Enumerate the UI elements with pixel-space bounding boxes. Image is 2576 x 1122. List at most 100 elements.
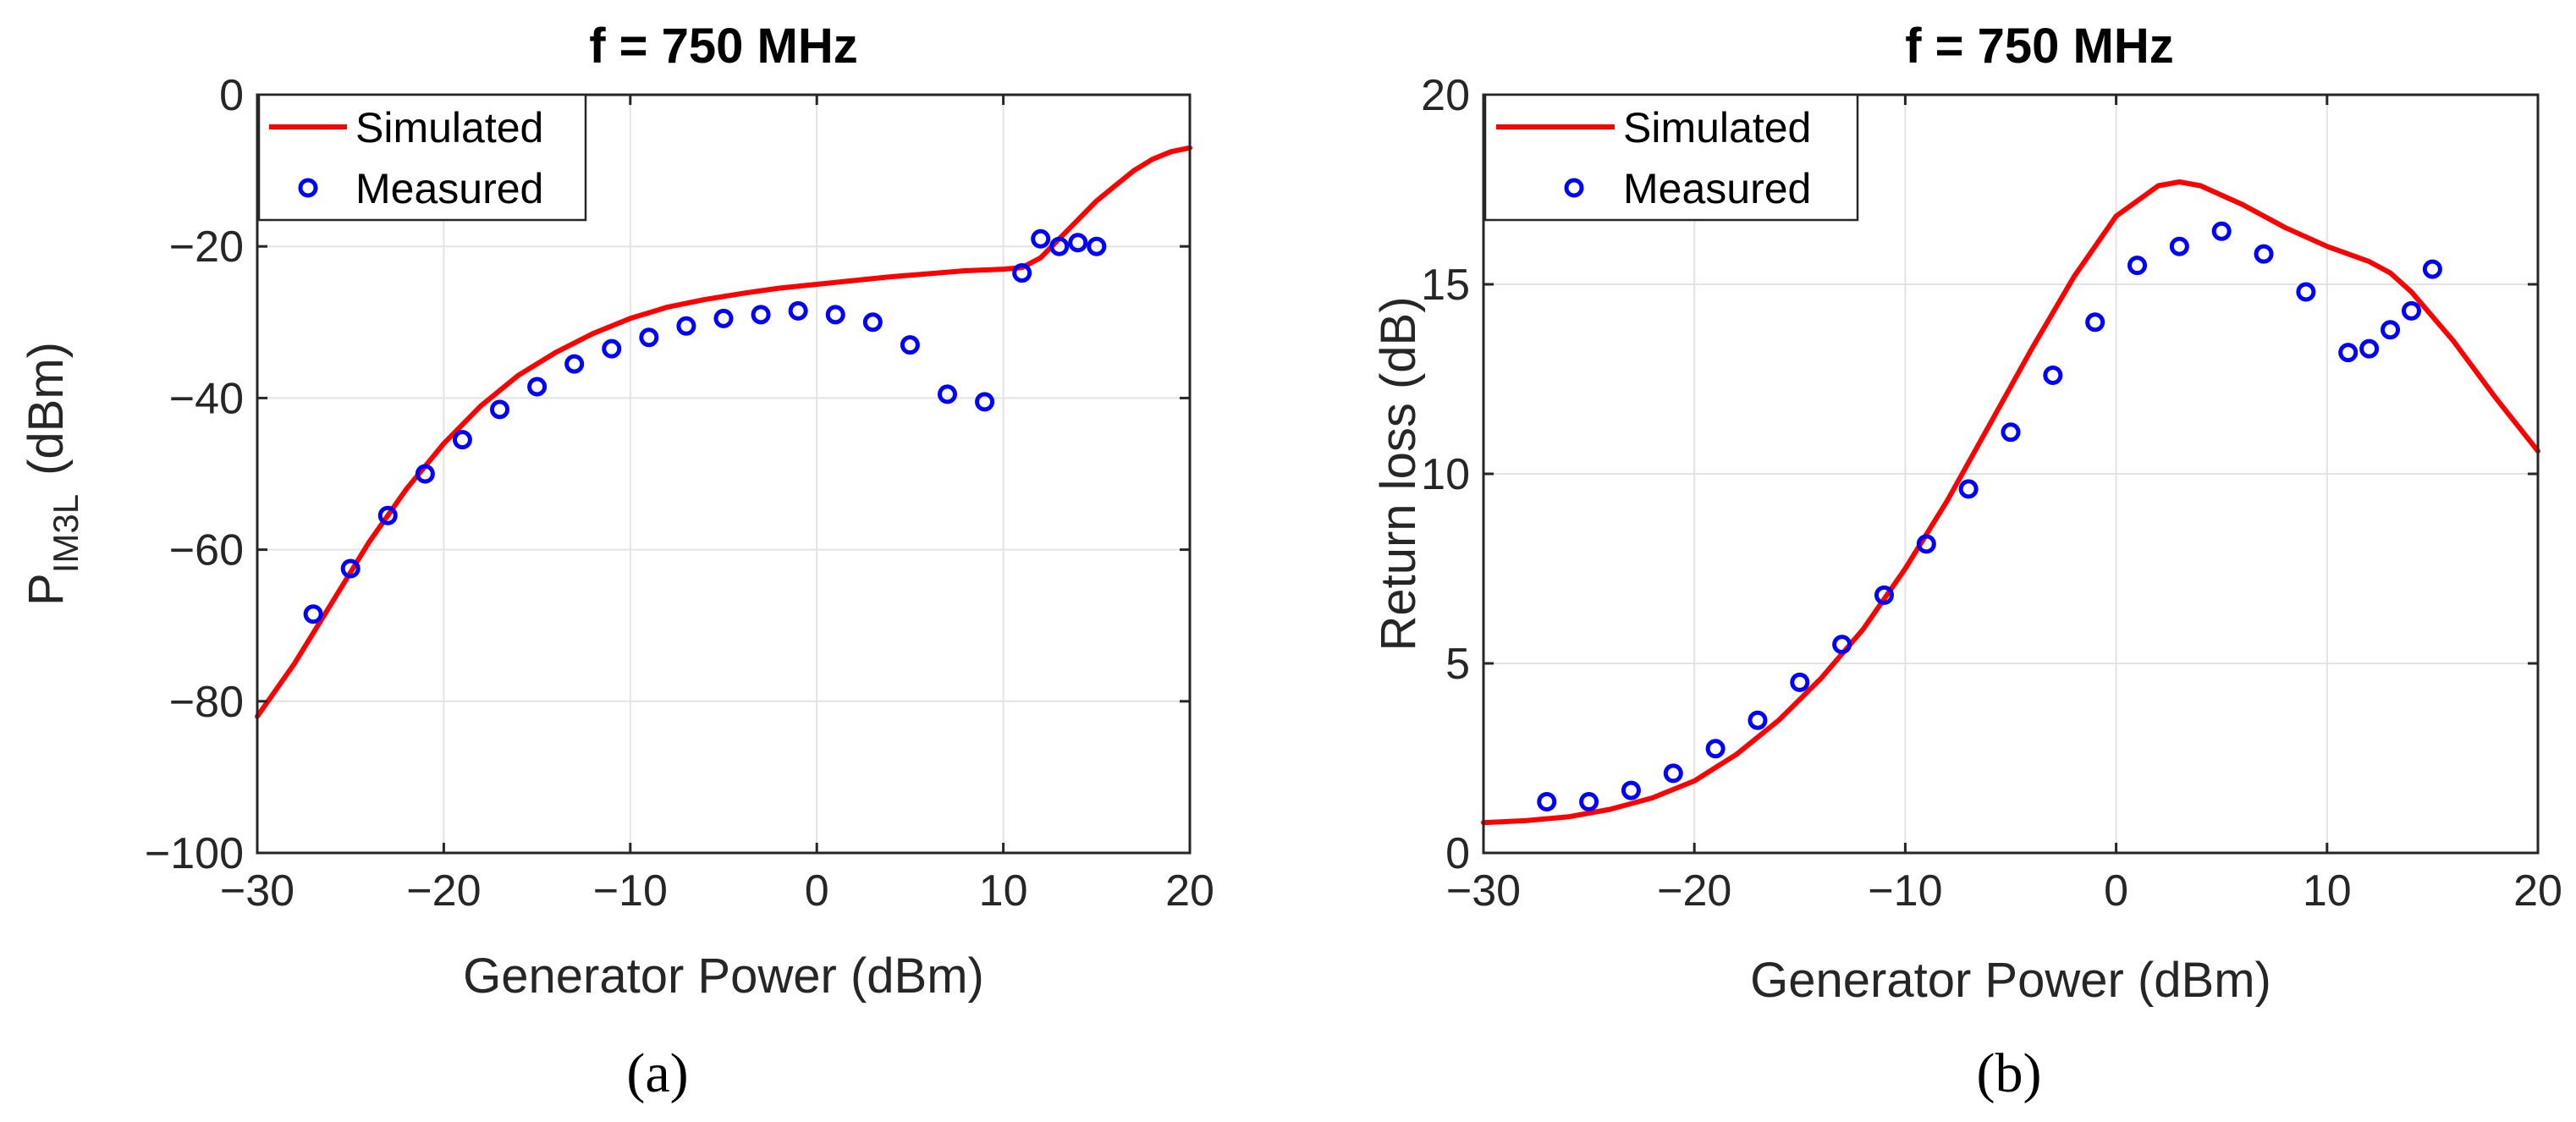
chart-b-measured-point-2 xyxy=(1621,780,1641,800)
chart-a-ylabel-main: P xyxy=(19,573,74,606)
chart-b-measured-point-16 xyxy=(2211,221,2232,241)
chart-a-yticks: −100 −80 −60 −40 −20 0 xyxy=(145,71,1190,878)
chart-b-series-measured xyxy=(1537,221,2442,812)
chart-b: f = 750 MHz −30 −20 −10 0 10 20 0 5 10 15 20 Simu… xyxy=(1371,19,2562,1104)
chart-a-ylabel-unit: (dBm) xyxy=(19,342,74,476)
chart-b-measured-point-13 xyxy=(2085,312,2105,333)
chart-b-measured-point-23 xyxy=(2422,259,2442,279)
chart-a-measured-point-4 xyxy=(452,430,472,450)
caption-b: (b) xyxy=(1977,1042,2042,1104)
chart-a-measured-point-16 xyxy=(900,335,920,355)
chart-a-measured-point-13 xyxy=(788,300,808,321)
chart-a-measured-point-15 xyxy=(862,312,883,333)
chart-a-ylabel-sub: IM3L xyxy=(46,494,85,573)
chart-b-xlabel: Generator Power (dBm) xyxy=(1750,953,2271,1008)
caption-a: (a) xyxy=(626,1042,688,1104)
chart-b-title: f = 750 MHz xyxy=(1905,19,2174,74)
chart-b-measured-point-8 xyxy=(1874,585,1894,605)
chart-a-xticks: −30 −20 −10 0 10 20 xyxy=(220,95,1214,916)
chart-a-grid xyxy=(256,94,1191,854)
chart-a-measured-point-19 xyxy=(1012,263,1032,283)
chart-a-simulated-line xyxy=(255,145,1192,719)
chart-b-xtick-label-4: 10 xyxy=(2303,866,2352,916)
chart-a-plot-area xyxy=(257,95,1190,853)
chart-b-ytick-label-1: 5 xyxy=(1445,640,1470,689)
chart-a-measured-point-23 xyxy=(1087,236,1107,256)
chart-b-ytick-label-4: 20 xyxy=(1421,71,1470,120)
chart-b-measured-point-9 xyxy=(1916,534,1936,554)
chart-b-ylabel: Return loss (dB) xyxy=(1371,296,1426,651)
chart-b-legend-measured: Measured xyxy=(1623,165,1811,212)
chart-a-xtick-label-1: −20 xyxy=(406,866,481,916)
chart-a-axes-frame xyxy=(256,93,1192,855)
chart-a-ytick-label-2: −60 xyxy=(169,526,244,575)
chart-b-yticks: 0 5 10 15 20 xyxy=(1421,71,2538,878)
chart-b-measured-point-10 xyxy=(1958,479,1979,499)
chart-a-measured-point-22 xyxy=(1068,233,1088,253)
chart-b-legend-marker-swatch xyxy=(1564,178,1584,198)
chart-a-legend-marker-swatch xyxy=(298,178,318,198)
chart-a: f = 750 MHz −30 −20 −10 0 10 20 −100−80−60−40… xyxy=(19,19,1214,1104)
chart-a-measured-point-11 xyxy=(713,308,734,328)
chart-b-xticks: −30 −20 −10 0 10 20 xyxy=(1446,95,2562,916)
chart-b-xtick-label-5: 20 xyxy=(2513,866,2562,916)
chart-b-measured-point-15 xyxy=(2169,236,2189,256)
chart-b-ytick-label-2: 10 xyxy=(1421,450,1470,499)
chart-a-measured-point-10 xyxy=(676,316,696,336)
chart-b-ytick-label-3: 15 xyxy=(1421,261,1470,310)
chart-b-legend-simulated: Simulated xyxy=(1623,104,1811,151)
chart-a-measured-point-21 xyxy=(1049,236,1070,256)
chart-b-measured-point-5 xyxy=(1748,710,1768,730)
chart-b-measured-point-1 xyxy=(1579,792,1599,812)
chart-a-legend: Simulated Measured xyxy=(257,93,587,222)
chart-a-measured-point-6 xyxy=(527,377,548,397)
chart-b-xtick-label-3: 0 xyxy=(2104,866,2128,916)
chart-a-xtick-label-3: 0 xyxy=(805,866,829,916)
chart-b-series-simulated xyxy=(1481,179,2540,826)
chart-a-measured-point-17 xyxy=(937,384,957,404)
chart-a-measured-point-2 xyxy=(377,505,398,525)
chart-a-ytick-label-5: 0 xyxy=(219,71,244,120)
chart-b-measured-point-4 xyxy=(1705,739,1726,759)
chart-b-measured-point-0 xyxy=(1537,792,1557,812)
chart-b-legend: Simulated Measured xyxy=(1483,93,1859,222)
chart-a-xtick-label-4: 10 xyxy=(979,866,1028,916)
chart-a-ytick-label-0: −100 xyxy=(145,829,244,878)
chart-b-measured-point-6 xyxy=(1790,672,1810,692)
chart-b-ytick-label-0: 0 xyxy=(1445,829,1470,878)
chart-b-measured-point-21 xyxy=(2381,320,2401,340)
chart-a-xtick-label-5: 20 xyxy=(1165,866,1214,916)
chart-a-measured-point-8 xyxy=(602,338,622,359)
chart-b-measured-point-14 xyxy=(2127,256,2148,276)
chart-a-series-measured xyxy=(303,228,1107,624)
chart-a-measured-point-20 xyxy=(1031,228,1051,249)
chart-a-series-simulated xyxy=(255,145,1192,719)
chart-b-xtick-label-0: −30 xyxy=(1446,866,1521,916)
chart-a-measured-point-0 xyxy=(303,604,323,624)
chart-a-measured-point-1 xyxy=(340,558,361,579)
chart-a-measured-point-18 xyxy=(975,392,995,412)
chart-a-measured-point-9 xyxy=(639,327,659,348)
chart-b-measured-point-20 xyxy=(2359,338,2380,359)
chart-a-title: f = 750 MHz xyxy=(589,19,858,74)
chart-b-measured-point-3 xyxy=(1663,763,1683,784)
chart-b-measured-point-7 xyxy=(1832,635,1852,655)
chart-b-measured-point-17 xyxy=(2254,244,2274,264)
chart-b-measured-point-18 xyxy=(2296,282,2316,302)
chart-a-ytick-label-4: −20 xyxy=(169,223,244,272)
chart-b-simulated-line xyxy=(1481,179,2540,826)
chart-a-legend-simulated: Simulated xyxy=(355,104,543,151)
chart-b-measured-point-19 xyxy=(2338,343,2359,363)
chart-a-ytick-label-3: −40 xyxy=(169,374,244,423)
chart-a-measured-point-5 xyxy=(490,399,510,420)
chart-a-legend-box xyxy=(257,93,587,222)
chart-a-measured-point-7 xyxy=(564,354,585,374)
chart-b-measured-point-22 xyxy=(2401,300,2421,321)
chart-a-measured-point-14 xyxy=(825,305,845,325)
chart-b-xtick-label-1: −20 xyxy=(1657,866,1731,916)
chart-a-xlabel: Generator Power (dBm) xyxy=(463,949,984,1004)
chart-a-measured-point-3 xyxy=(415,464,435,484)
chart-a-xtick-label-2: −10 xyxy=(593,866,668,916)
chart-a-legend-measured: Measured xyxy=(355,165,543,212)
